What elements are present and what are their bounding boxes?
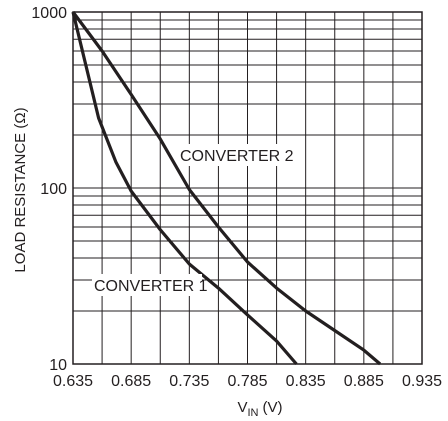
x-tick-label: 0.835 [286, 373, 326, 390]
y-axis-label: LOAD RESISTANCE (Ω) [12, 107, 29, 272]
converter-1-label-bg [92, 274, 202, 296]
x-axis-label-unit: (V) [263, 399, 283, 416]
series-line-converter-1 [71, 11, 298, 366]
y-tick-label: 100 [40, 181, 67, 198]
x-tick-label: 0.785 [227, 373, 267, 390]
grid [73, 12, 422, 364]
x-tick-label: 0.685 [111, 373, 151, 390]
x-tick-label: 0.735 [169, 373, 209, 390]
y-tick-label: 1000 [31, 5, 67, 22]
x-tick-label: 0.935 [402, 373, 442, 390]
converter-2-label-group: CONVERTER 2 [178, 144, 300, 166]
x-tick-label: 0.885 [344, 373, 384, 390]
x-axis-label-sub: IN [248, 407, 259, 419]
converter-2-label: CONVERTER 2 [180, 148, 294, 165]
plot-frame [72, 11, 423, 365]
series [71, 11, 382, 366]
y-tick-label: 10 [49, 357, 67, 374]
converter-2-label-bg [178, 144, 300, 166]
converter-1-label: CONVERTER 1 [94, 278, 208, 295]
x-axis-label: VIN (V) [237, 399, 282, 419]
x-tick-label: 0.635 [53, 373, 93, 390]
x-axis-label-main: V [237, 399, 247, 416]
converter-1-label-group: CONVERTER 1 [92, 274, 208, 296]
series-line-converter-2 [71, 11, 382, 366]
tick-labels: 0.635 0.685 0.735 0.785 0.835 0.885 0.935 10 100… [31, 5, 442, 390]
